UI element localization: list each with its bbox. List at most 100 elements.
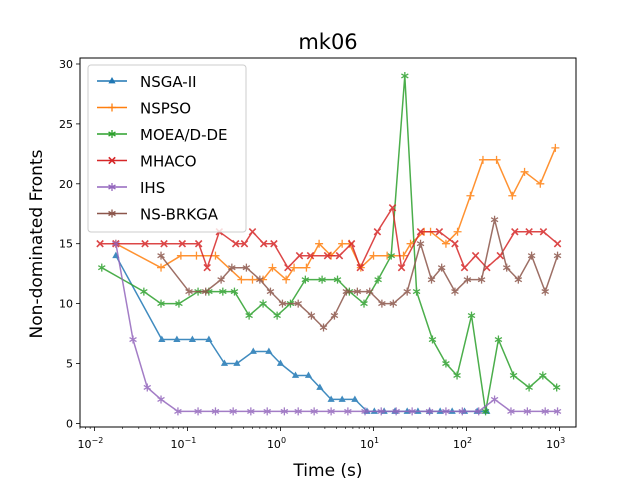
series-layer <box>96 71 562 416</box>
data-point <box>406 239 415 248</box>
data-point <box>463 275 472 284</box>
data-point <box>377 407 386 416</box>
data-point <box>536 179 545 188</box>
data-point <box>427 275 436 284</box>
data-point <box>108 183 116 191</box>
data-point <box>219 287 227 296</box>
data-point <box>351 395 359 402</box>
data-point <box>373 227 382 236</box>
data-point <box>256 275 264 284</box>
legend-label: IHS <box>140 179 165 197</box>
data-point <box>301 275 310 284</box>
data-point <box>220 359 229 366</box>
data-point <box>302 263 311 272</box>
data-point <box>539 227 548 236</box>
data-point <box>185 287 193 296</box>
data-point <box>397 263 406 272</box>
data-point <box>237 275 246 284</box>
data-point <box>453 227 462 236</box>
data-point <box>265 347 273 354</box>
data-point <box>335 251 344 260</box>
data-point <box>388 203 397 212</box>
data-point <box>360 299 368 308</box>
y-tick-label: 15 <box>59 238 73 251</box>
y-tick-label: 10 <box>59 298 73 311</box>
data-point <box>284 263 292 272</box>
data-point <box>108 209 116 218</box>
data-point <box>365 287 374 296</box>
data-point <box>553 407 562 416</box>
data-point <box>416 239 425 248</box>
data-point <box>276 359 285 366</box>
data-point <box>508 191 517 200</box>
data-point <box>205 335 213 342</box>
data-point <box>233 359 241 366</box>
data-point <box>448 407 456 414</box>
data-point <box>370 407 378 414</box>
data-point <box>129 335 137 344</box>
data-point <box>403 287 411 296</box>
data-point <box>539 371 547 380</box>
data-point <box>338 239 347 248</box>
data-point <box>541 287 549 296</box>
data-point <box>174 407 182 416</box>
data-point <box>282 275 291 284</box>
data-point <box>273 311 281 320</box>
data-point <box>270 239 278 248</box>
data-point <box>428 335 437 344</box>
data-point <box>523 407 532 416</box>
data-point <box>490 395 499 404</box>
series-mhaco <box>96 203 562 272</box>
y-tick-label: 20 <box>59 178 73 191</box>
data-point <box>248 227 257 236</box>
data-point <box>520 167 529 176</box>
data-point <box>217 275 225 284</box>
data-point <box>507 407 515 416</box>
y-tick-label: 5 <box>66 358 73 371</box>
series-ns-brkga <box>157 215 562 332</box>
data-point <box>481 407 490 416</box>
data-point <box>157 251 165 260</box>
axes-frame <box>79 57 577 428</box>
data-point <box>387 251 396 260</box>
data-point <box>318 275 326 284</box>
data-point <box>392 407 400 416</box>
data-point <box>353 287 362 296</box>
data-point <box>551 143 560 152</box>
data-point <box>97 263 106 272</box>
legend-label: MOEA/D-DE <box>140 126 228 144</box>
data-point <box>416 227 425 236</box>
data-point <box>245 311 253 320</box>
data-point <box>408 407 416 416</box>
data-point <box>442 407 450 416</box>
legend-item-nsga-ii: NSGA-II <box>97 73 197 91</box>
data-point <box>437 263 446 272</box>
data-point <box>229 407 237 416</box>
y-tick-label: 0 <box>66 417 73 430</box>
data-point <box>294 299 302 308</box>
data-point <box>280 407 289 416</box>
data-point <box>160 239 168 248</box>
data-point <box>307 311 316 320</box>
data-point <box>425 407 434 416</box>
data-point <box>511 227 519 236</box>
series-line <box>115 243 558 413</box>
data-point <box>460 263 469 272</box>
legend-label: NSGA-II <box>140 73 197 91</box>
data-point <box>194 407 202 416</box>
data-point <box>173 335 181 342</box>
data-point <box>401 71 409 80</box>
data-point <box>247 407 255 416</box>
data-point <box>347 239 356 248</box>
data-point <box>194 239 203 248</box>
data-point <box>369 251 378 260</box>
data-point <box>108 77 116 84</box>
legend-label: NS-BRKGA <box>140 206 219 224</box>
data-point <box>192 251 201 260</box>
data-point <box>228 263 236 272</box>
data-point <box>436 407 444 414</box>
data-point <box>108 103 116 112</box>
data-point <box>249 347 257 354</box>
data-point <box>477 275 486 284</box>
data-point <box>442 359 450 368</box>
